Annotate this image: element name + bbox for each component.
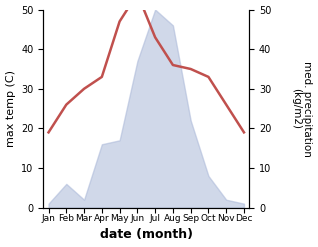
X-axis label: date (month): date (month) [100, 228, 193, 242]
Y-axis label: max temp (C): max temp (C) [5, 70, 16, 147]
Y-axis label: med. precipitation
(kg/m2): med. precipitation (kg/m2) [291, 61, 313, 157]
